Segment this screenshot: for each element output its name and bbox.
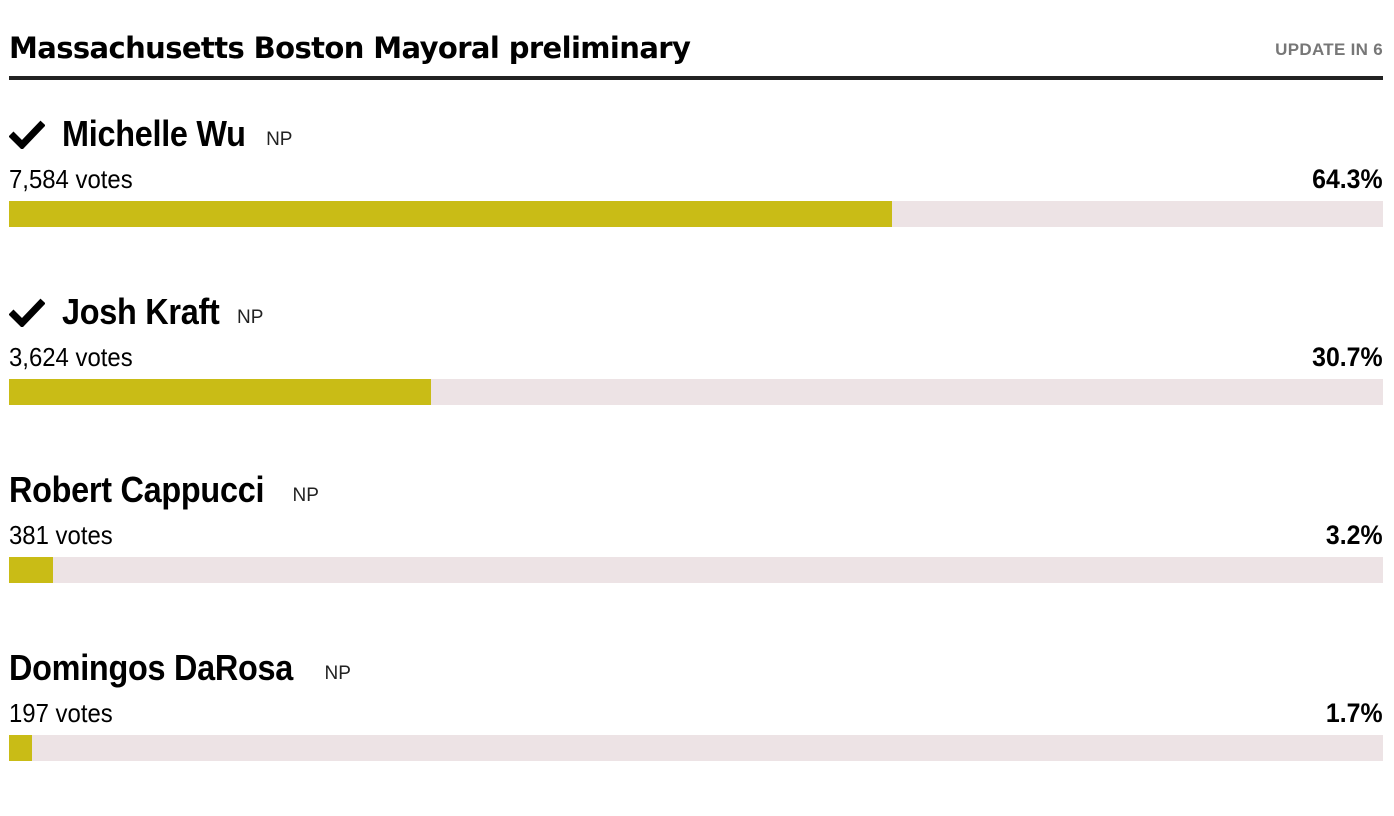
vote-bar-track: [9, 557, 1383, 583]
vote-bar-fill: [9, 201, 893, 227]
candidate-name-row: Michelle Wu NP: [9, 112, 292, 156]
candidate-name: Michelle Wu: [62, 113, 246, 154]
vote-count: 7,584 votes: [9, 164, 133, 194]
vote-bar-track: [9, 379, 1383, 405]
candidate-name-row: Robert Cappucci NP: [9, 468, 319, 512]
vote-bar-track: [9, 201, 1383, 227]
candidate-name: Josh Kraft: [62, 291, 220, 332]
vote-count: 197 votes: [9, 698, 113, 728]
vote-bar-track: [9, 735, 1383, 761]
vote-bar-fill: [9, 735, 33, 761]
candidate-row: Michelle Wu NP 7,584 votes 64.3%: [9, 104, 1383, 282]
vote-percent: 3.2%: [1326, 520, 1383, 550]
candidate-name-row: Josh Kraft NP: [9, 290, 263, 334]
vote-count: 381 votes: [9, 520, 113, 550]
checkmark-icon: [9, 119, 45, 149]
race-header: Massachusetts Boston Mayoral preliminary…: [9, 28, 1383, 80]
party-label: NP: [266, 129, 293, 150]
party-label: NP: [292, 485, 319, 506]
candidate-list: Michelle Wu NP 7,584 votes 64.3% Josh Kr…: [9, 104, 1383, 816]
candidate-name: Domingos DaRosa: [9, 647, 293, 688]
candidate-row: Josh Kraft NP 3,624 votes 30.7%: [9, 282, 1383, 460]
party-label: NP: [237, 307, 264, 328]
candidate-name: Robert Cappucci: [9, 469, 265, 510]
update-countdown: UPDATE IN 6: [1275, 40, 1383, 59]
party-label: NP: [324, 663, 351, 684]
candidate-name-row: Domingos DaRosa NP: [9, 646, 351, 690]
race-title: Massachusetts Boston Mayoral preliminary: [9, 31, 691, 65]
vote-percent: 1.7%: [1326, 698, 1383, 728]
vote-percent: 64.3%: [1312, 164, 1383, 194]
candidate-row: Domingos DaRosa NP 197 votes 1.7%: [9, 638, 1383, 816]
vote-count: 3,624 votes: [9, 342, 133, 372]
vote-bar-fill: [9, 379, 431, 405]
checkmark-icon: [9, 297, 45, 327]
vote-percent: 30.7%: [1312, 342, 1383, 372]
vote-bar-fill: [9, 557, 53, 583]
candidate-row: Robert Cappucci NP 381 votes 3.2%: [9, 460, 1383, 638]
